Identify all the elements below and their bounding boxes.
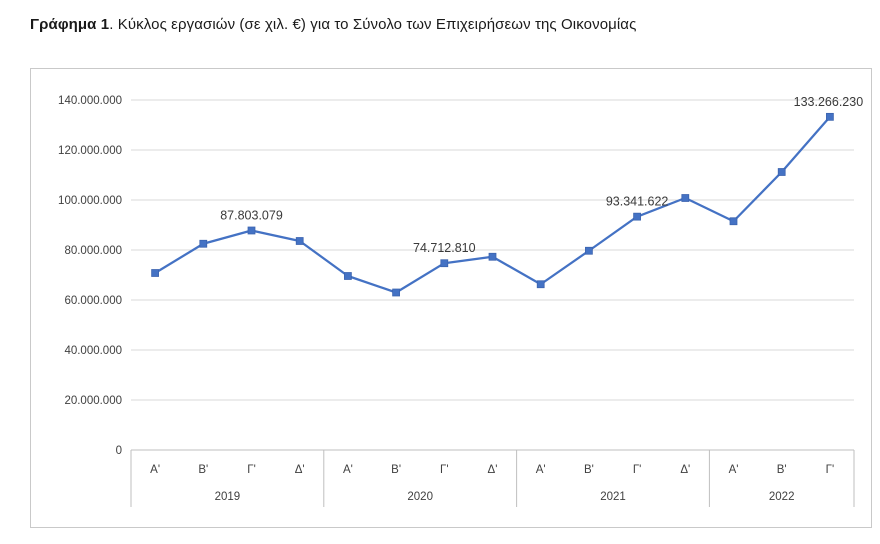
data-label: 87.803.079 [220, 208, 283, 222]
x-axis-quarter-label: Α' [150, 464, 160, 476]
x-axis-quarter-label: Γ' [826, 464, 835, 476]
data-point-marker [729, 217, 738, 226]
x-axis-quarter-label: Β' [391, 464, 401, 476]
y-axis-label: 60.000.000 [64, 295, 122, 307]
data-point-marker [681, 194, 690, 202]
chart-title: Γράφημα 1. Κύκλος εργασιών (σε χιλ. €) γ… [30, 16, 636, 33]
data-point-marker [826, 112, 834, 121]
data-point-marker [295, 237, 304, 245]
y-axis-label: 140.000.000 [58, 95, 122, 107]
y-axis-label: 120.000.000 [58, 145, 122, 157]
x-axis-year-label: 2021 [600, 491, 626, 503]
x-axis-year-label: 2020 [407, 491, 433, 503]
x-axis-quarter-label: Γ' [440, 464, 449, 476]
data-point-marker [585, 246, 593, 255]
x-axis-quarter-label: Γ' [247, 464, 256, 476]
x-axis-quarter-label: Β' [584, 464, 594, 476]
x-axis-quarter-label: Δ' [295, 464, 305, 476]
chart-container: 0 20.000.000 40.000.000 60.000.000 80.000.00… [30, 68, 872, 528]
chart-title-text: . Κύκλος εργασιών (σε χιλ. €) για το Σύν… [109, 16, 637, 33]
x-axis-year-label: 2019 [215, 491, 241, 503]
x-axis-quarter-label: Α' [729, 464, 739, 476]
x-axis-quarter-label: Β' [198, 464, 208, 476]
x-axis-quarter-label: Δ' [680, 464, 690, 476]
data-point-marker [344, 272, 352, 280]
data-point-marker [440, 259, 449, 268]
series-line [154, 116, 831, 294]
data-label: 74.712.810 [413, 241, 476, 255]
y-axis-label: 40.000.000 [64, 345, 122, 357]
y-axis-label: 80.000.000 [64, 245, 122, 257]
x-axis-year-label: 2022 [769, 491, 795, 503]
x-axis-quarter-label: Β' [777, 464, 787, 476]
data-point-marker [199, 239, 208, 248]
data-label: 93.341.622 [606, 195, 669, 209]
data-point-marker [633, 212, 641, 221]
data-point-marker [392, 288, 400, 297]
data-point-marker [777, 168, 786, 176]
data-label: 133.266.230 [794, 95, 864, 109]
data-point-marker [536, 280, 545, 289]
x-axis-quarter-label: Δ' [488, 464, 498, 476]
y-axis-label: 20.000.000 [64, 395, 122, 407]
x-axis-quarter-label: Α' [536, 464, 546, 476]
chart-title-number: Γράφημα 1 [30, 16, 110, 33]
y-axis-label: 0 [116, 445, 122, 457]
data-point-marker [488, 252, 497, 261]
x-axis-quarter-label: Γ' [633, 464, 642, 476]
y-axis-label: 100.000.000 [58, 195, 122, 207]
line-chart: 0 20.000.000 40.000.000 60.000.000 80.000.00… [58, 95, 864, 507]
data-point-marker [151, 269, 159, 277]
x-axis-quarter-label: Α' [343, 464, 353, 476]
data-point-marker [247, 226, 256, 235]
